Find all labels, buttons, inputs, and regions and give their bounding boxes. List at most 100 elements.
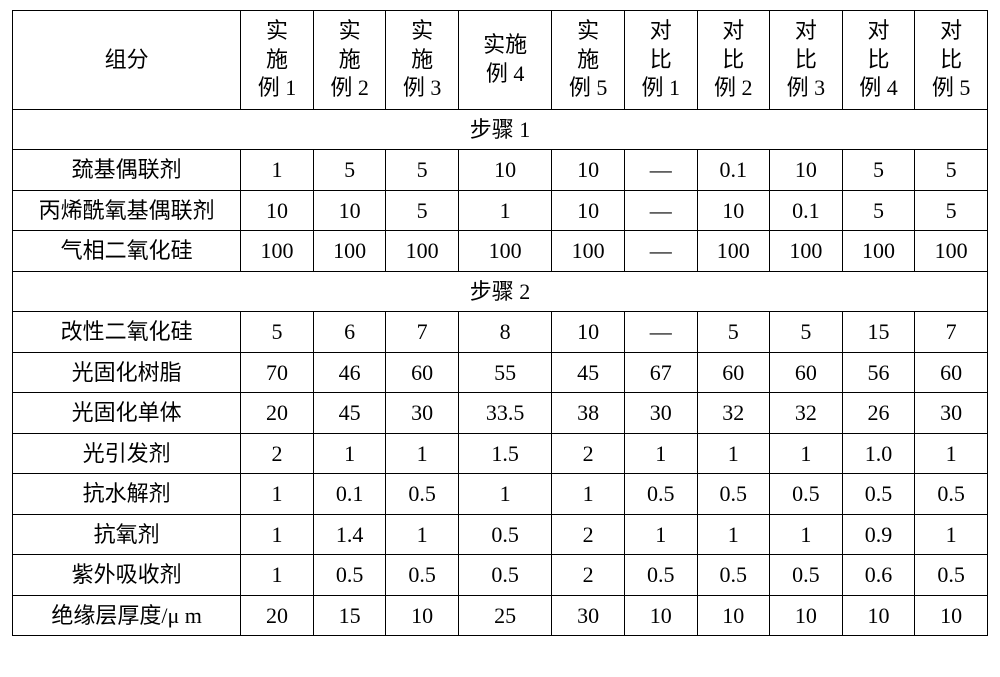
table-cell: 0.5 — [770, 555, 843, 596]
table-row: 改性二氧化硅567810—55157 — [13, 312, 988, 353]
table-cell: 25 — [458, 595, 551, 636]
table-cell: 100 — [915, 231, 988, 272]
table-cell: 5 — [770, 312, 843, 353]
col-header: 实 施 例 5 — [552, 11, 625, 110]
table-cell: 10 — [552, 312, 625, 353]
table-cell: 1 — [697, 433, 770, 474]
table-cell: 10 — [915, 595, 988, 636]
row-label: 巯基偶联剂 — [13, 150, 241, 191]
table-cell: 1 — [915, 514, 988, 555]
row-label: 绝缘层厚度/μ m — [13, 595, 241, 636]
col-header: 对 比 例 2 — [697, 11, 770, 110]
table-cell: 1 — [770, 514, 843, 555]
table-cell: 5 — [697, 312, 770, 353]
table-cell: 5 — [386, 190, 459, 231]
table-cell: 30 — [552, 595, 625, 636]
table-row: 光引发剂2111.521111.01 — [13, 433, 988, 474]
row-label: 抗氧剂 — [13, 514, 241, 555]
table-cell: 10 — [624, 595, 697, 636]
table-cell: 38 — [552, 393, 625, 434]
row-label: 光固化树脂 — [13, 352, 241, 393]
table-cell: 10 — [697, 190, 770, 231]
col-header: 对 比 例 5 — [915, 11, 988, 110]
table-cell: 5 — [241, 312, 314, 353]
table-cell: 0.5 — [915, 474, 988, 515]
table-cell: 5 — [842, 190, 915, 231]
table-cell: 100 — [386, 231, 459, 272]
table-cell: 2 — [552, 433, 625, 474]
table-cell: 20 — [241, 393, 314, 434]
table-cell: 0.5 — [386, 555, 459, 596]
table-row: 气相二氧化硅100100100100100—100100100100 — [13, 231, 988, 272]
table-cell: 1 — [770, 433, 843, 474]
table-cell: 0.5 — [458, 555, 551, 596]
table-cell: 32 — [697, 393, 770, 434]
row-label: 丙烯酰氧基偶联剂 — [13, 190, 241, 231]
table-cell: 1.0 — [842, 433, 915, 474]
table-cell: 0.5 — [915, 555, 988, 596]
table-cell: 1 — [458, 190, 551, 231]
composition-table: 组分 实 施 例 1 实 施 例 2 实 施 例 3 实施 例 4 实 — [12, 10, 988, 636]
col-header: 对 比 例 1 — [624, 11, 697, 110]
table-cell: 1 — [552, 474, 625, 515]
table-cell: 0.5 — [697, 474, 770, 515]
table-cell: 56 — [842, 352, 915, 393]
table-cell: 1 — [241, 474, 314, 515]
table-cell: 0.5 — [458, 514, 551, 555]
table-row: 抗氧剂11.410.521110.91 — [13, 514, 988, 555]
table-cell: 10 — [552, 150, 625, 191]
table-cell: 0.5 — [697, 555, 770, 596]
col-header: 实 施 例 2 — [313, 11, 386, 110]
table-cell: 1 — [624, 514, 697, 555]
table-cell: 60 — [697, 352, 770, 393]
col-header: 对 比 例 3 — [770, 11, 843, 110]
table-cell: 45 — [552, 352, 625, 393]
table-cell: 0.5 — [770, 474, 843, 515]
table-cell: 0.5 — [313, 555, 386, 596]
table-cell: 10 — [386, 595, 459, 636]
table-cell: 100 — [458, 231, 551, 272]
section-title: 步骤 2 — [13, 271, 988, 312]
table-cell: 60 — [915, 352, 988, 393]
table-cell: 0.1 — [313, 474, 386, 515]
table-header-row: 组分 实 施 例 1 实 施 例 2 实 施 例 3 实施 例 4 实 — [13, 11, 988, 110]
row-label: 紫外吸收剂 — [13, 555, 241, 596]
table-cell: 46 — [313, 352, 386, 393]
table-cell: 1.5 — [458, 433, 551, 474]
table-cell: 60 — [386, 352, 459, 393]
table-cell: 100 — [552, 231, 625, 272]
table-cell: 5 — [386, 150, 459, 191]
table-row: 抗水解剂10.10.5110.50.50.50.50.5 — [13, 474, 988, 515]
table-cell: — — [624, 312, 697, 353]
table-cell: 26 — [842, 393, 915, 434]
table-cell: 1 — [697, 514, 770, 555]
table-row: 绝缘层厚度/μ m20151025301010101010 — [13, 595, 988, 636]
table-cell: 0.6 — [842, 555, 915, 596]
table-cell: 0.5 — [386, 474, 459, 515]
table-cell: 5 — [842, 150, 915, 191]
row-label: 光引发剂 — [13, 433, 241, 474]
table-cell: 5 — [915, 150, 988, 191]
table-cell: 70 — [241, 352, 314, 393]
table-cell: 1 — [241, 555, 314, 596]
table-cell: — — [624, 190, 697, 231]
col-header: 实 施 例 1 — [241, 11, 314, 110]
table-cell: 0.5 — [624, 474, 697, 515]
table-cell: 30 — [624, 393, 697, 434]
table-cell: 55 — [458, 352, 551, 393]
table-cell: 45 — [313, 393, 386, 434]
table-cell: 10 — [770, 595, 843, 636]
table-row: 丙烯酰氧基偶联剂10105110—100.155 — [13, 190, 988, 231]
table-cell: — — [624, 231, 697, 272]
table-cell: 1 — [915, 433, 988, 474]
table-cell: 1 — [624, 433, 697, 474]
table-cell: 67 — [624, 352, 697, 393]
table-cell: 15 — [313, 595, 386, 636]
table-cell: 0.5 — [624, 555, 697, 596]
row-label: 改性二氧化硅 — [13, 312, 241, 353]
table-cell: 32 — [770, 393, 843, 434]
row-label: 抗水解剂 — [13, 474, 241, 515]
table-cell: 7 — [386, 312, 459, 353]
table-cell: 10 — [458, 150, 551, 191]
table-cell: 60 — [770, 352, 843, 393]
